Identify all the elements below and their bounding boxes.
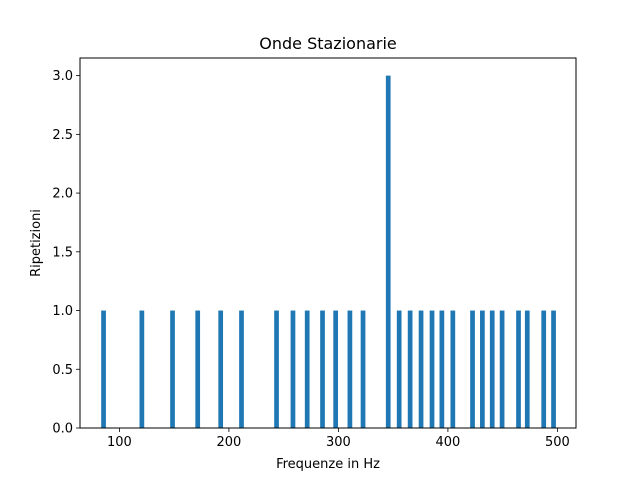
bar-24 <box>516 310 521 428</box>
y-tick-label-2: 1.0 <box>52 304 73 319</box>
plot-frame <box>79 57 577 429</box>
y-tick-label-1: 0.5 <box>52 363 73 378</box>
x-axis-ticks: 100 200 300 400 500 <box>107 428 570 450</box>
bar-10 <box>333 310 339 428</box>
bar-18 <box>439 310 445 428</box>
bar-0 <box>101 310 106 428</box>
bar-8 <box>304 310 310 428</box>
bar-series <box>101 75 556 429</box>
bar-13 <box>385 75 391 429</box>
bar-9 <box>320 310 325 428</box>
x-tick-label-2: 300 <box>326 435 351 450</box>
bar-3 <box>195 310 201 428</box>
y-axis-label: Ripetizioni <box>29 209 44 277</box>
bar-7 <box>290 310 296 428</box>
y-tick-label-0: 0.0 <box>52 422 73 437</box>
bar-6 <box>274 310 279 428</box>
bar-25 <box>524 310 530 428</box>
bar-20 <box>470 310 475 428</box>
chart-title: Onde Stazionarie <box>259 34 397 53</box>
bar-23 <box>499 310 505 428</box>
x-axis-label: Frequenze in Hz <box>276 457 380 472</box>
bar-16 <box>418 310 424 428</box>
bar-15 <box>407 310 413 428</box>
bar-5 <box>239 310 244 428</box>
y-axis-ticks: 0.0 0.5 1.0 1.5 2.0 2.5 3.0 <box>52 69 80 437</box>
bar-19 <box>450 310 456 428</box>
x-tick-label-4: 500 <box>545 435 570 450</box>
bar-2 <box>170 310 175 428</box>
bar-27 <box>551 310 556 428</box>
bar-22 <box>489 310 495 428</box>
bar-14 <box>396 310 402 428</box>
x-tick-label-0: 100 <box>107 435 132 450</box>
bar-17 <box>429 310 435 428</box>
bar-4 <box>218 310 224 428</box>
x-tick-label-3: 400 <box>435 435 460 450</box>
bar-11 <box>347 310 353 428</box>
x-tick-label-1: 200 <box>216 435 241 450</box>
bar-26 <box>541 310 547 428</box>
y-tick-label-5: 2.5 <box>52 128 73 143</box>
y-tick-label-6: 3.0 <box>52 69 73 84</box>
bar-12 <box>360 310 366 428</box>
y-tick-label-4: 2.0 <box>52 187 73 202</box>
y-tick-label-3: 1.5 <box>52 245 73 260</box>
bar-21 <box>480 310 485 428</box>
bar-1 <box>139 310 145 428</box>
